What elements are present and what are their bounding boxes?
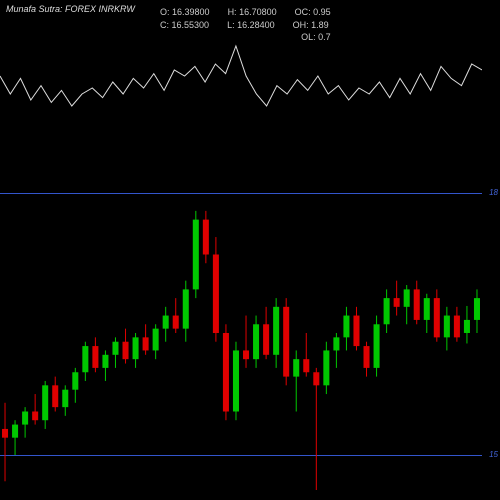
candle-body bbox=[263, 324, 269, 355]
candle-body bbox=[32, 412, 38, 421]
candle-body bbox=[203, 220, 209, 255]
candle-body bbox=[193, 220, 199, 290]
candle-body bbox=[2, 429, 8, 438]
candle-body bbox=[173, 316, 179, 329]
candle-body bbox=[464, 320, 470, 333]
candle-body bbox=[42, 385, 48, 420]
candle-body bbox=[444, 316, 450, 338]
candle-body bbox=[303, 359, 309, 372]
indicator-panel bbox=[0, 40, 482, 160]
candle-body bbox=[474, 298, 480, 320]
candle-body bbox=[343, 316, 349, 338]
candle-body bbox=[253, 324, 259, 359]
candle-body bbox=[454, 316, 460, 338]
axis-label: 15 bbox=[489, 450, 498, 459]
chart-title: Munafa Sutra: FOREX INRKRW bbox=[6, 4, 135, 14]
candle-body bbox=[12, 425, 18, 438]
price-panel bbox=[0, 176, 482, 490]
candlestick-chart bbox=[0, 176, 482, 490]
axis-label: 18 bbox=[489, 188, 498, 197]
candle-body bbox=[163, 316, 169, 329]
candle-body bbox=[112, 342, 118, 355]
candle-body bbox=[394, 298, 400, 307]
candle-body bbox=[183, 289, 189, 328]
candle-body bbox=[384, 298, 390, 324]
candle-body bbox=[223, 333, 229, 412]
candle-body bbox=[153, 329, 159, 351]
candle-body bbox=[102, 355, 108, 368]
quote-block: O: 16.39800 H: 16.70800 OC: 0.95 C: 16.5… bbox=[160, 6, 331, 44]
quote-low: L: 16.28400 bbox=[227, 19, 275, 32]
candle-body bbox=[123, 342, 129, 359]
quote-oh: OH: 1.89 bbox=[293, 19, 329, 32]
candle-body bbox=[404, 289, 410, 306]
candle-body bbox=[434, 298, 440, 337]
candle-body bbox=[213, 255, 219, 334]
candle-body bbox=[283, 307, 289, 377]
candle-body bbox=[82, 346, 88, 372]
candle-body bbox=[233, 350, 239, 411]
candle-body bbox=[52, 385, 58, 407]
candle-body bbox=[62, 390, 68, 407]
candle-body bbox=[72, 372, 78, 389]
candle-body bbox=[143, 337, 149, 350]
quote-close: C: 16.55300 bbox=[160, 19, 209, 32]
candle-body bbox=[414, 289, 420, 320]
candle-body bbox=[133, 337, 139, 359]
candle-body bbox=[374, 324, 380, 368]
candle-body bbox=[424, 298, 430, 320]
candle-body bbox=[22, 412, 28, 425]
quote-open: O: 16.39800 bbox=[160, 6, 210, 19]
candle-body bbox=[243, 350, 249, 359]
indicator-line bbox=[0, 46, 482, 106]
candle-body bbox=[92, 346, 98, 368]
candle-body bbox=[353, 316, 359, 347]
candle-body bbox=[364, 346, 370, 368]
candle-body bbox=[293, 359, 299, 376]
candle-body bbox=[273, 307, 279, 355]
candle-body bbox=[333, 337, 339, 350]
quote-oc: OC: 0.95 bbox=[295, 6, 331, 19]
quote-high: H: 16.70800 bbox=[228, 6, 277, 19]
candle-body bbox=[313, 372, 319, 385]
line-chart bbox=[0, 40, 482, 160]
candle-body bbox=[323, 350, 329, 385]
